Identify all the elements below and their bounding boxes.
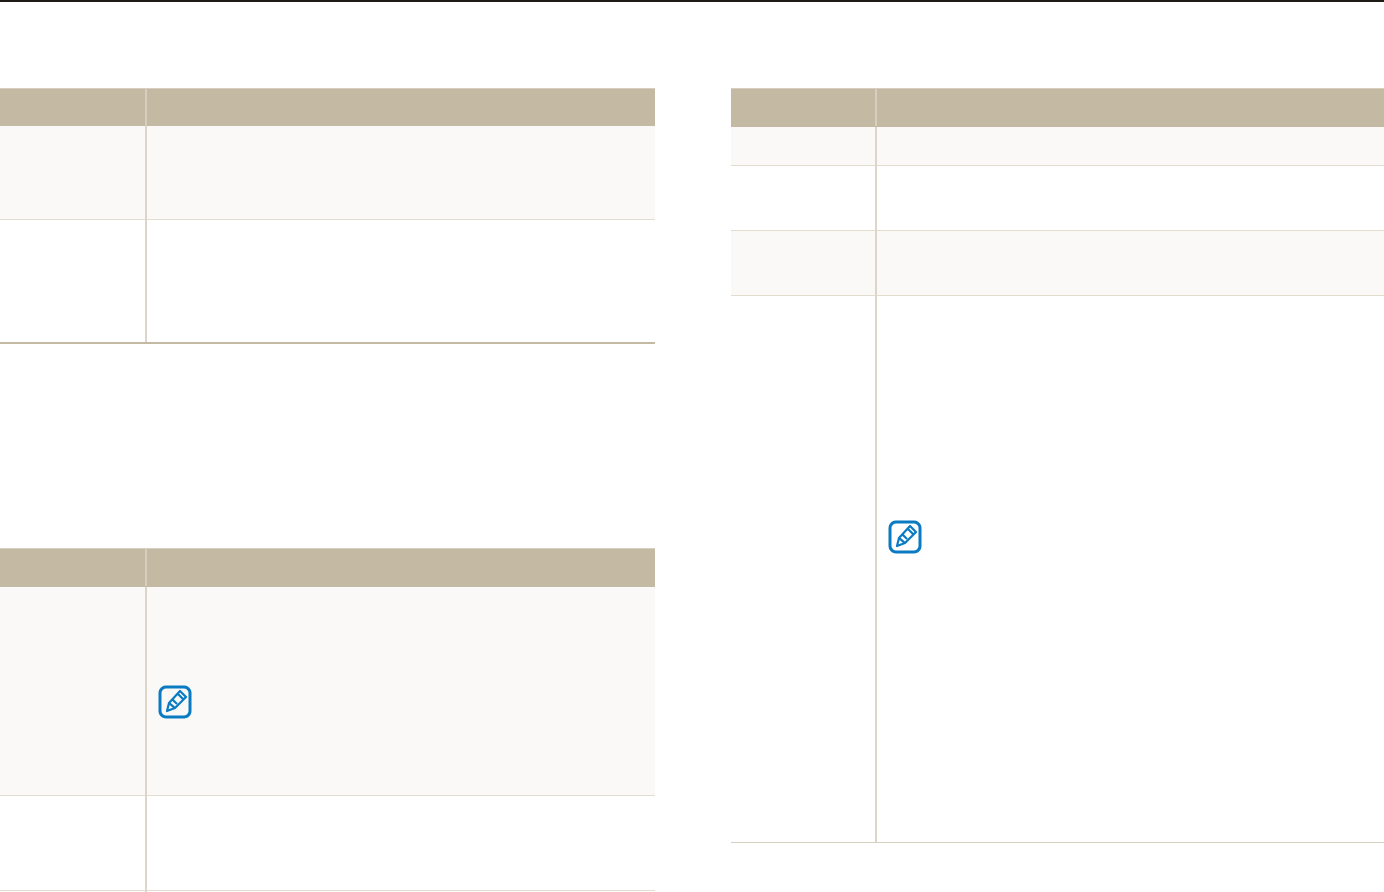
table-row xyxy=(731,166,1384,231)
table-left-top xyxy=(0,88,655,345)
table-row xyxy=(0,587,655,796)
table-row xyxy=(731,296,1384,842)
table-row xyxy=(0,126,655,220)
pencil-note-icon xyxy=(158,685,192,719)
table-header xyxy=(731,88,1384,127)
table-header xyxy=(0,548,655,587)
table-left-bottom xyxy=(0,548,655,892)
table-right xyxy=(731,88,1384,845)
table-row xyxy=(731,127,1384,166)
top-rule xyxy=(0,0,1384,2)
table-header xyxy=(0,88,655,127)
table-row xyxy=(0,796,655,891)
table-row xyxy=(731,231,1384,296)
pencil-note-icon xyxy=(888,520,922,554)
table-row xyxy=(0,220,655,342)
